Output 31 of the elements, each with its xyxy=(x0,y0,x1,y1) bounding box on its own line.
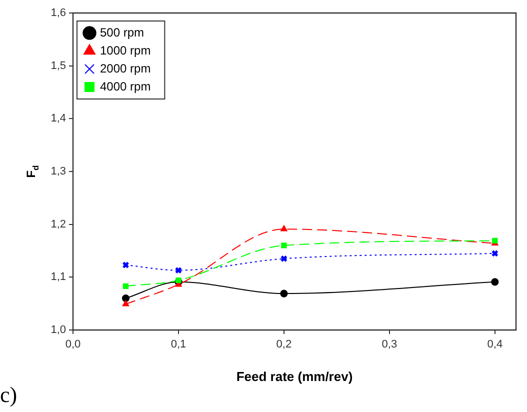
point xyxy=(281,242,287,248)
y-tick-label: 1,3 xyxy=(50,166,66,178)
legend-label: 4000 rpm xyxy=(100,79,151,94)
point xyxy=(122,283,129,289)
legend-label: 2000 rpm xyxy=(100,61,151,76)
x-axis-title: Feed rate (mm/rev) xyxy=(236,369,353,384)
x-tick-label: 0,0 xyxy=(65,338,81,351)
y-tick-label: 1,1 xyxy=(50,271,66,284)
point xyxy=(280,255,288,262)
y-tick-label: 1,5 xyxy=(50,60,66,72)
x-tick-label: 0,2 xyxy=(276,338,292,351)
point xyxy=(122,261,130,269)
point xyxy=(280,290,288,298)
x-tick-label: 0,3 xyxy=(382,338,398,351)
point xyxy=(491,250,498,257)
point xyxy=(122,294,130,302)
y-tick-label: 1,2 xyxy=(50,218,66,230)
point xyxy=(280,225,288,232)
y-tick-label: 1,0 xyxy=(50,324,66,336)
point xyxy=(491,278,499,286)
text: c) xyxy=(0,382,18,407)
x-tick-label: 0,1 xyxy=(170,338,186,351)
point xyxy=(176,278,182,284)
point xyxy=(174,266,182,274)
legend-label: 1000 rpm xyxy=(100,43,151,58)
y-axis-title: Fd xyxy=(24,165,41,178)
legend-label: 500 rpm xyxy=(100,25,144,40)
x-tick-label: 0,4 xyxy=(487,338,503,351)
point xyxy=(122,300,130,306)
y-tick-label: 1,6 xyxy=(50,7,66,20)
y-tick-label: 1,4 xyxy=(50,112,66,125)
